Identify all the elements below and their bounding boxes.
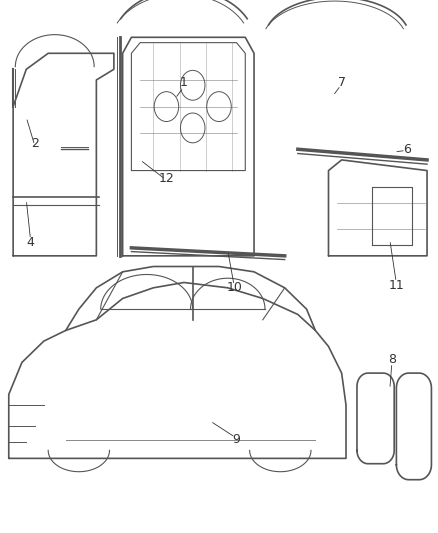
Text: 11: 11 <box>389 279 404 292</box>
Text: 9: 9 <box>233 433 240 446</box>
Text: 12: 12 <box>159 172 174 185</box>
Text: 4: 4 <box>27 236 35 249</box>
Text: 6: 6 <box>403 143 411 156</box>
Text: 10: 10 <box>226 281 242 294</box>
Text: 7: 7 <box>338 76 346 89</box>
Text: 1: 1 <box>180 76 188 89</box>
Text: 2: 2 <box>31 138 39 150</box>
Text: 8: 8 <box>388 353 396 366</box>
